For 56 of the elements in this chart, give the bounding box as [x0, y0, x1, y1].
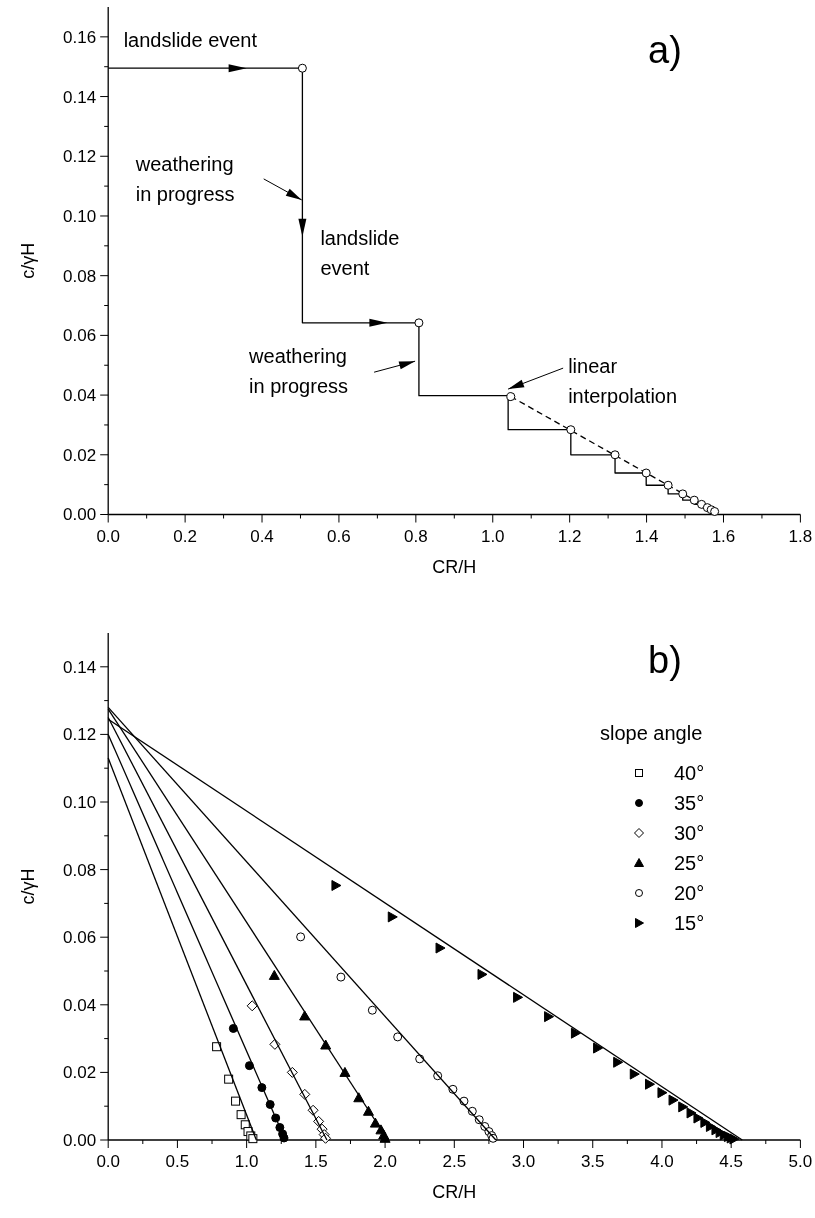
x-tick-label: 1.0 — [234, 1152, 259, 1171]
x-tick-label: 1.2 — [557, 526, 582, 546]
x-tick-label: 1.8 — [788, 526, 813, 546]
x-tick-label: 1.0 — [480, 526, 505, 546]
y-tick-label: 0.08 — [63, 266, 97, 286]
x-tick-label: 3.5 — [580, 1152, 605, 1171]
legend-label: 40° — [674, 762, 705, 784]
x-tick-label: 0.6 — [327, 526, 351, 546]
legend-label: 15° — [674, 912, 705, 934]
x-axis-title: CR/H — [432, 556, 477, 577]
y-tick-label: 0.12 — [63, 147, 97, 167]
legend-label: 20° — [674, 882, 705, 904]
y-tick-label: 0.02 — [63, 1063, 97, 1083]
legend-label: 30° — [674, 822, 705, 844]
y-tick-label: 0.08 — [63, 860, 97, 880]
x-tick-label: 1.5 — [304, 1152, 328, 1171]
y-tick-label: 0.16 — [63, 27, 97, 47]
x-tick-label: 0.0 — [96, 1152, 121, 1171]
y-tick-label: 0.14 — [63, 87, 97, 107]
x-tick-label: 1.4 — [634, 526, 659, 546]
x-tick-label: 0.0 — [96, 526, 121, 546]
x-tick-label: 0.2 — [173, 526, 197, 546]
y-tick-label: 0.02 — [63, 445, 97, 465]
y-tick-label: 0.10 — [63, 206, 97, 226]
x-tick-label: 2.0 — [373, 1152, 397, 1171]
y-tick-label: 0.10 — [63, 792, 97, 812]
y-tick-label: 0.00 — [63, 505, 97, 525]
y-tick-label: 0.00 — [63, 1130, 97, 1150]
annotation: weathering in progress — [248, 345, 349, 398]
x-tick-label: 3.0 — [511, 1152, 536, 1171]
y-axis-title: c/γH — [18, 242, 38, 279]
x-tick-label: 0.4 — [250, 526, 274, 546]
legend-title: slope angle — [600, 722, 703, 744]
y-tick-label: 0.04 — [63, 995, 97, 1015]
x-tick-label: 4.5 — [719, 1152, 743, 1171]
y-tick-label: 0.14 — [63, 657, 97, 677]
annotation: linear interpolation — [568, 355, 678, 408]
y-tick-label: 0.06 — [63, 326, 97, 346]
annotation: landslide event — [123, 29, 258, 52]
y-tick-label: 0.06 — [63, 928, 97, 948]
text: a) — [648, 29, 682, 71]
x-tick-label: 4.0 — [650, 1152, 674, 1171]
annotation: weathering in progress — [134, 152, 235, 205]
x-axis-title: CR/H — [432, 1182, 477, 1202]
y-axis-title: c/γH — [18, 868, 38, 905]
x-tick-label: 1.6 — [711, 526, 736, 546]
x-tick-label: 5.0 — [788, 1152, 813, 1171]
y-tick-label: 0.12 — [63, 725, 97, 745]
legend-label: 35° — [674, 792, 705, 814]
x-tick-label: 2.5 — [442, 1152, 467, 1171]
chart-title: b) — [648, 639, 682, 681]
legend-label: 25° — [674, 852, 705, 874]
x-tick-label: 0.8 — [404, 526, 428, 546]
annotation: landslide event — [320, 226, 400, 279]
x-tick-label: 0.5 — [165, 1152, 190, 1171]
y-tick-label: 0.04 — [63, 386, 97, 406]
